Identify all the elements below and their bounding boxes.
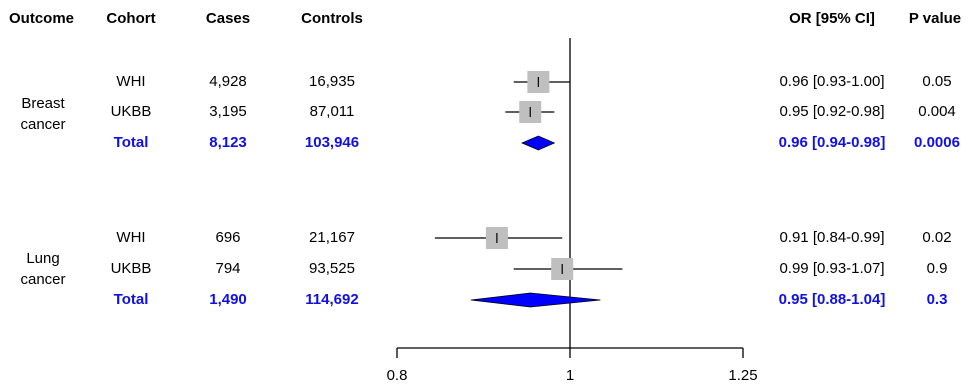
cohort-cell: WHI <box>116 73 146 90</box>
outcome-line: Lung <box>26 250 60 267</box>
pooled-diamond <box>470 292 601 308</box>
controls-cell: 87,011 <box>309 103 355 120</box>
p-value-cell: 0.05 <box>922 73 952 90</box>
outcome-line: cancer <box>20 116 66 133</box>
cases-cell: 3,195 <box>209 103 247 120</box>
outcome-line: cancer <box>20 271 66 288</box>
cases-total-cell: 1,490 <box>209 291 247 308</box>
header-outcome: Outcome <box>9 10 75 27</box>
or-ci-cell: 0.95 [0.92-0.98] <box>779 103 885 120</box>
header-controls: Controls <box>301 10 363 27</box>
controls-cell: 93,525 <box>309 260 355 277</box>
cases-total-cell: 8,123 <box>209 134 247 151</box>
cases-cell: 4,928 <box>209 73 247 90</box>
p-value-total-cell: 0.0006 <box>914 134 960 151</box>
p-value-cell: 0.02 <box>922 229 952 246</box>
or-ci-cell: 0.96 [0.93-1.00] <box>779 73 885 90</box>
p-value-cell: 0.9 <box>926 260 948 277</box>
header-or-ci: OR [95% CI] <box>789 10 875 27</box>
cohort-total-cell: Total <box>113 291 149 308</box>
header-cohort: Cohort <box>106 10 156 27</box>
controls-total-cell: 114,692 <box>305 291 359 308</box>
p-value-cell: 0.004 <box>918 103 956 120</box>
pooled-diamond <box>521 135 556 151</box>
controls-cell: 16,935 <box>309 73 355 90</box>
or-ci-cell: 0.99 [0.93-1.07] <box>779 260 885 277</box>
cohort-cell: WHI <box>116 229 146 246</box>
cases-cell: 696 <box>215 229 241 246</box>
x-tick-label: 0.8 <box>387 367 408 384</box>
outcome-line: Breast <box>21 95 65 112</box>
x-tick-label: 1.25 <box>728 367 757 384</box>
or-ci-total-cell: 0.96 [0.94-0.98] <box>778 134 886 151</box>
x-tick-label: 1 <box>566 367 574 384</box>
p-value-total-cell: 0.3 <box>926 291 948 308</box>
cohort-cell: UKBB <box>110 103 152 120</box>
controls-total-cell: 103,946 <box>304 134 360 151</box>
controls-cell: 21,167 <box>309 229 355 246</box>
header-p-value: P value <box>908 10 962 27</box>
or-ci-total-cell: 0.95 [0.88-1.04] <box>778 291 886 308</box>
cohort-total-cell: Total <box>113 134 149 151</box>
outcome-label-breast: Breast cancer <box>20 93 65 135</box>
header-cases: Cases <box>205 10 251 27</box>
cohort-cell: UKBB <box>110 260 152 277</box>
or-ci-cell: 0.91 [0.84-0.99] <box>779 229 885 246</box>
outcome-label-lung: Lung cancer <box>20 248 65 290</box>
cases-cell: 794 <box>215 260 241 277</box>
